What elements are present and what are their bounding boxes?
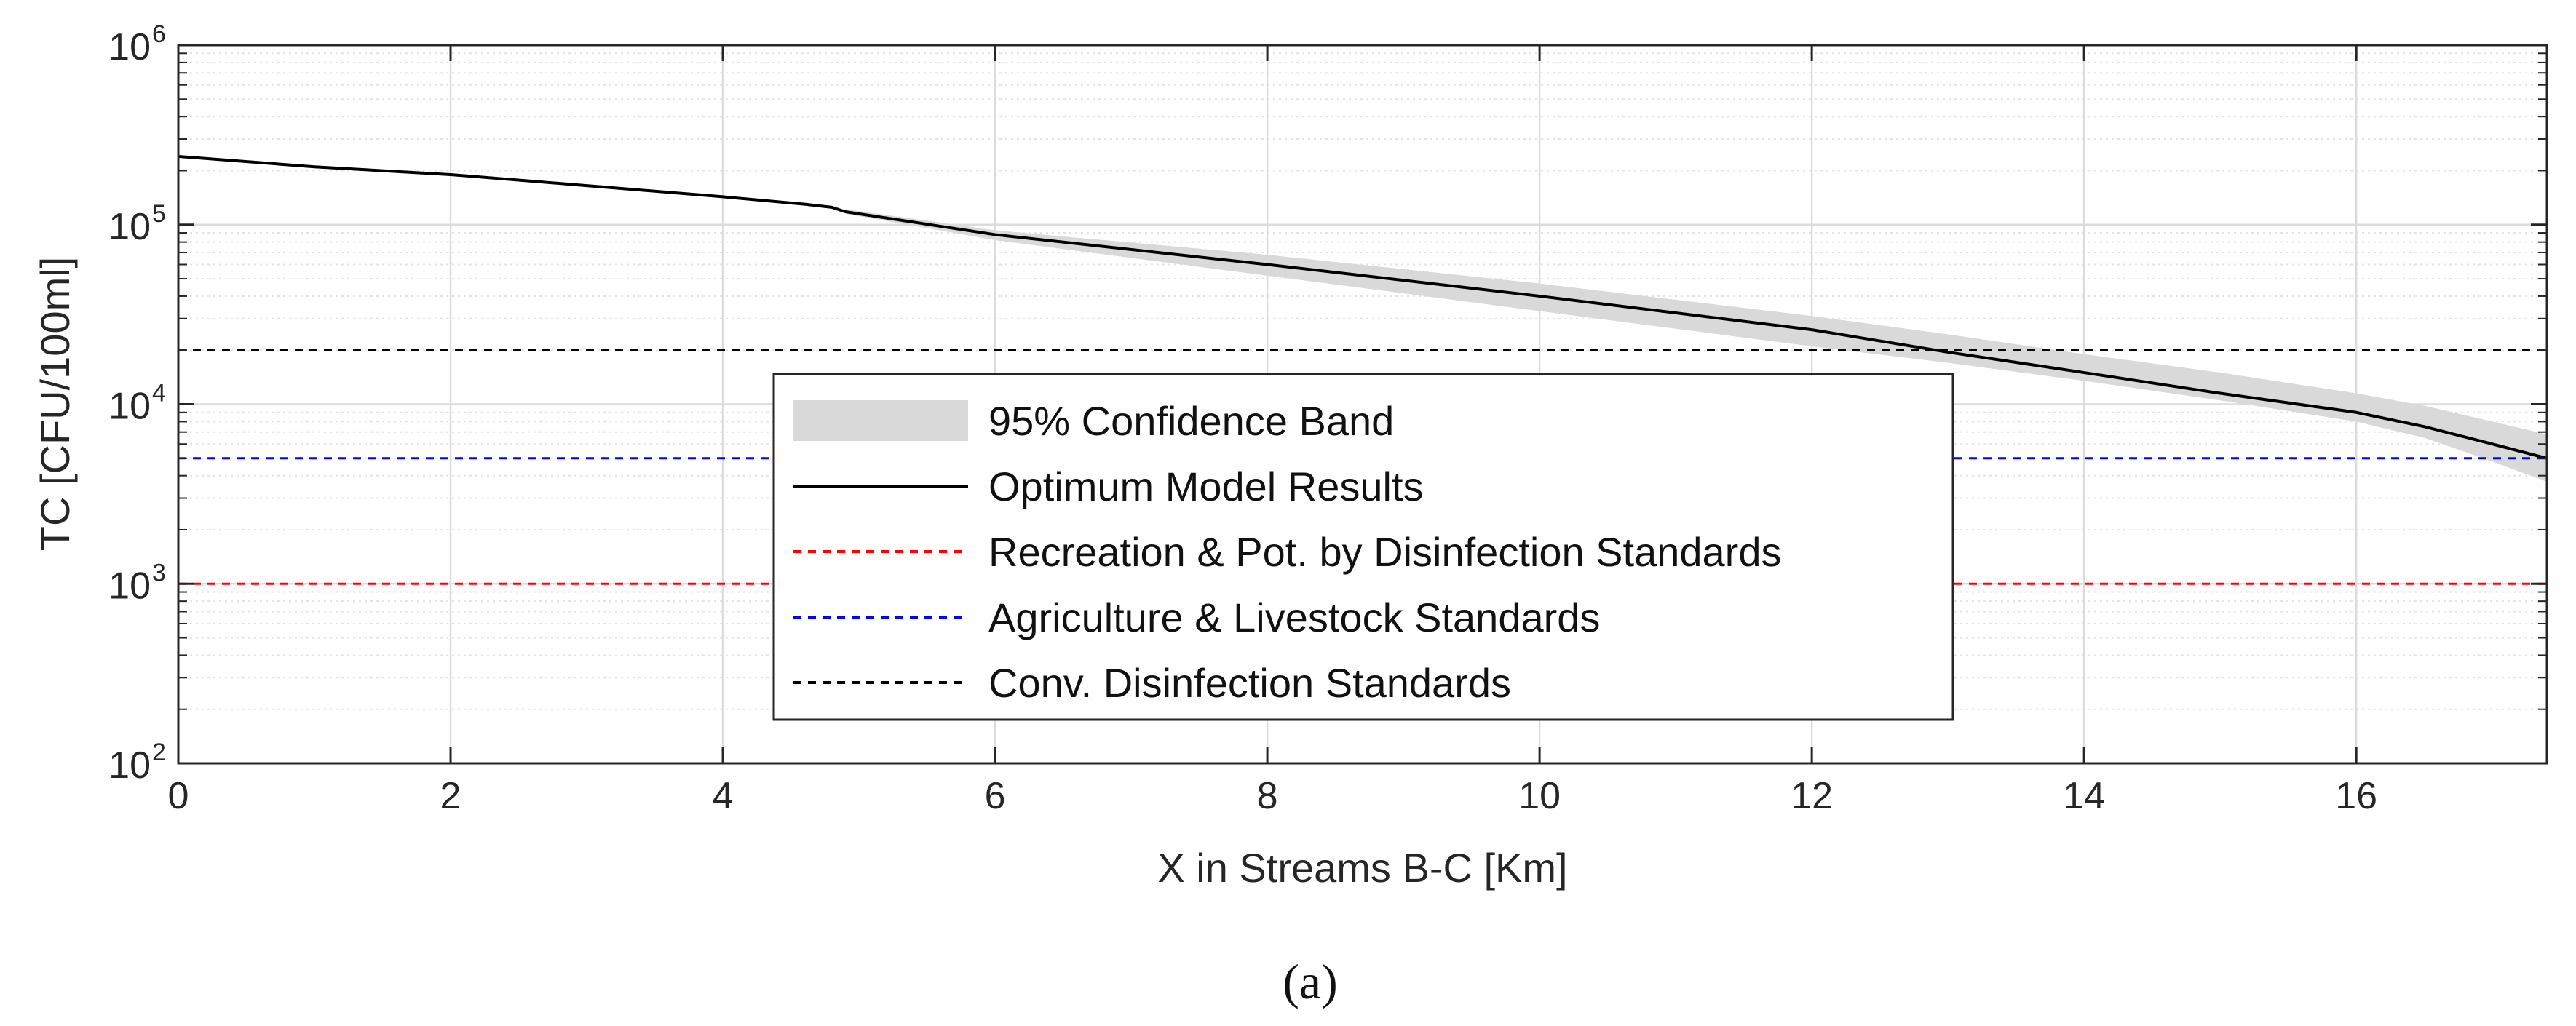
x-tick-label: 16 — [2335, 775, 2377, 817]
x-tick-label: 0 — [168, 775, 189, 817]
legend-box — [772, 373, 1954, 721]
y-tick-exponent: 2 — [152, 739, 166, 766]
y-tick-label: 10 — [108, 744, 151, 787]
y-tick-label: 10 — [108, 386, 151, 428]
figure-caption: (a) — [1283, 954, 1337, 1009]
tick-marks — [177, 44, 2547, 765]
legend-label: Optimum Model Results — [988, 464, 1424, 509]
x-tick-label: 14 — [2063, 775, 2105, 817]
y-tick-label: 10 — [108, 565, 151, 607]
legend-label: Conv. Disinfection Standards — [988, 660, 1511, 706]
y-tick-exponent: 4 — [152, 380, 166, 407]
y-tick-exponent: 6 — [152, 20, 166, 48]
x-tick-label: 2 — [440, 775, 461, 817]
x-tick-label: 10 — [1518, 775, 1561, 817]
x-tick-label: 4 — [713, 775, 734, 817]
y-tick-label: 10 — [108, 206, 151, 248]
y-tick-exponent: 3 — [152, 559, 166, 586]
x-tick-labels: 0 2 4 6 8 10 12 14 16 — [168, 775, 2378, 817]
x-tick-label: 8 — [1257, 775, 1278, 817]
y-tick-label: 10 — [108, 26, 151, 68]
series-layer — [178, 154, 2548, 460]
legend: 95% Confidence Band Optimum Model Results… — [772, 373, 1954, 721]
legend-label: 95% Confidence Band — [988, 398, 1394, 444]
x-axis-label: X in Streams B-C [Km] — [1157, 845, 1567, 891]
legend-swatch-band — [793, 400, 968, 441]
y-tick-exponent: 5 — [152, 200, 166, 228]
x-tick-label: 12 — [1791, 775, 1833, 817]
x-tick-label: 6 — [985, 775, 1006, 817]
legend-label: Recreation & Pot. by Disinfection Standa… — [988, 529, 1781, 575]
y-axis-label: TC [CFU/100ml] — [32, 257, 78, 552]
legend-label: Agriculture & Livestock Standards — [988, 594, 1600, 640]
series-line — [178, 154, 2548, 460]
